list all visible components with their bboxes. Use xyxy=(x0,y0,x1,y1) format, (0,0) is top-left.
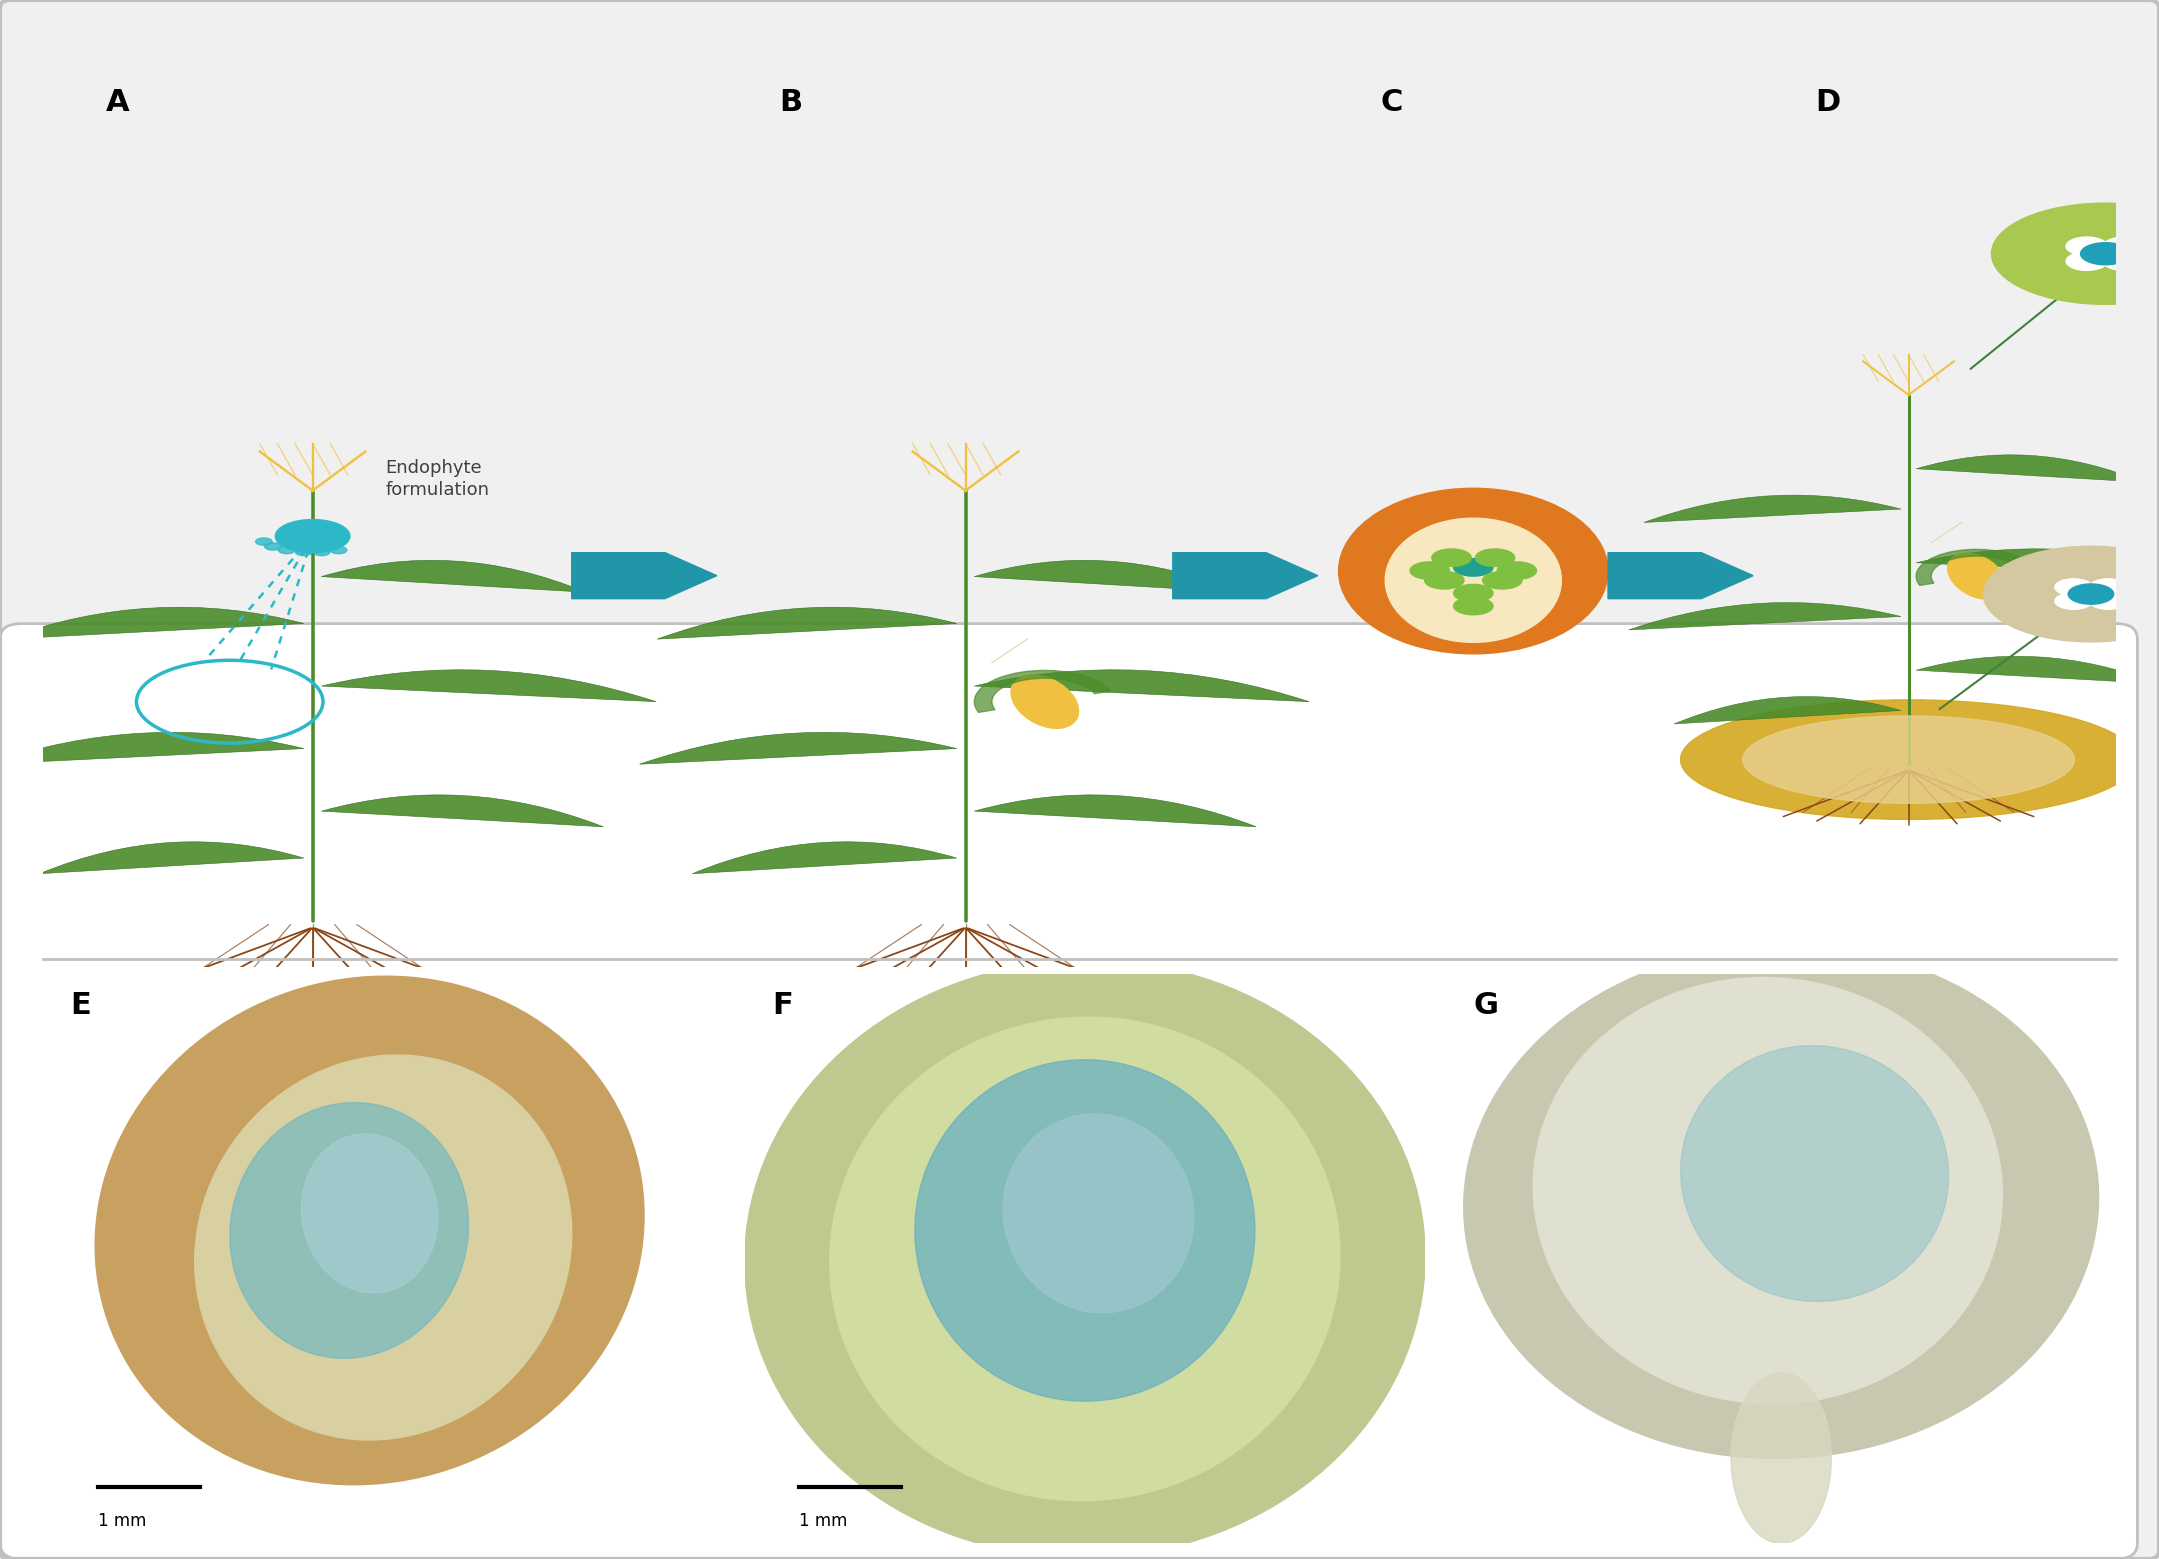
Circle shape xyxy=(276,519,350,553)
Ellipse shape xyxy=(194,1055,572,1441)
Circle shape xyxy=(296,549,311,555)
PathPatch shape xyxy=(39,842,304,873)
PathPatch shape xyxy=(322,795,602,826)
Text: G: G xyxy=(1472,992,1498,1020)
Ellipse shape xyxy=(1010,675,1080,728)
Text: 1 mm: 1 mm xyxy=(799,1512,848,1531)
Ellipse shape xyxy=(1742,716,2075,803)
Ellipse shape xyxy=(1533,977,2001,1403)
Wedge shape xyxy=(974,670,1112,712)
Circle shape xyxy=(1453,597,1494,614)
Circle shape xyxy=(1475,549,1516,566)
FancyArrow shape xyxy=(572,553,717,599)
Text: E: E xyxy=(71,992,91,1020)
Circle shape xyxy=(313,549,330,555)
Ellipse shape xyxy=(1680,1046,1950,1302)
PathPatch shape xyxy=(974,560,1239,592)
FancyArrow shape xyxy=(1608,553,1753,599)
PathPatch shape xyxy=(1917,549,2159,577)
Circle shape xyxy=(2090,578,2127,596)
Circle shape xyxy=(2103,253,2144,270)
Circle shape xyxy=(330,546,348,553)
Circle shape xyxy=(1431,549,1470,566)
Ellipse shape xyxy=(745,960,1425,1557)
Circle shape xyxy=(2103,237,2144,256)
Circle shape xyxy=(1991,203,2159,304)
Circle shape xyxy=(2055,592,2092,610)
PathPatch shape xyxy=(974,670,1308,702)
Circle shape xyxy=(2081,243,2131,265)
Text: Endophyte
formulation: Endophyte formulation xyxy=(384,458,490,499)
Circle shape xyxy=(1984,546,2159,642)
Ellipse shape xyxy=(1004,1115,1194,1313)
Ellipse shape xyxy=(1386,518,1561,642)
Ellipse shape xyxy=(1339,488,1608,653)
Circle shape xyxy=(1453,585,1494,602)
Circle shape xyxy=(266,543,281,550)
Text: C: C xyxy=(1380,89,1403,117)
Circle shape xyxy=(279,546,296,553)
Ellipse shape xyxy=(1680,700,2137,820)
Ellipse shape xyxy=(829,1016,1341,1501)
Circle shape xyxy=(2066,253,2107,270)
Ellipse shape xyxy=(229,1102,469,1358)
PathPatch shape xyxy=(4,606,304,639)
Text: A: A xyxy=(106,89,130,117)
Text: D: D xyxy=(1816,89,1839,117)
Circle shape xyxy=(1483,572,1522,589)
Circle shape xyxy=(2055,578,2092,596)
PathPatch shape xyxy=(1917,455,2144,482)
Circle shape xyxy=(1496,561,1537,580)
Ellipse shape xyxy=(1947,553,2006,599)
PathPatch shape xyxy=(322,670,656,702)
Circle shape xyxy=(1425,572,1464,589)
Wedge shape xyxy=(1917,549,2034,585)
FancyArrow shape xyxy=(1172,553,1317,599)
Circle shape xyxy=(255,538,272,546)
PathPatch shape xyxy=(322,560,585,592)
Circle shape xyxy=(2086,245,2127,263)
Circle shape xyxy=(2090,592,2127,610)
PathPatch shape xyxy=(974,795,1257,826)
Circle shape xyxy=(1410,561,1449,580)
Text: 1 mm: 1 mm xyxy=(97,1512,147,1531)
Ellipse shape xyxy=(915,1060,1254,1402)
Text: B: B xyxy=(779,89,803,117)
PathPatch shape xyxy=(1917,656,2159,684)
Circle shape xyxy=(1453,558,1494,577)
Circle shape xyxy=(2068,585,2114,605)
PathPatch shape xyxy=(0,733,304,764)
Ellipse shape xyxy=(1732,1372,1831,1543)
PathPatch shape xyxy=(1673,697,1900,723)
PathPatch shape xyxy=(1643,496,1900,522)
PathPatch shape xyxy=(1628,602,1900,630)
PathPatch shape xyxy=(639,733,956,764)
Circle shape xyxy=(2066,237,2107,256)
Text: F: F xyxy=(773,992,792,1020)
Ellipse shape xyxy=(1464,945,2099,1459)
PathPatch shape xyxy=(693,842,956,873)
Ellipse shape xyxy=(302,1133,438,1292)
Circle shape xyxy=(2073,586,2109,602)
Ellipse shape xyxy=(95,976,643,1484)
PathPatch shape xyxy=(656,606,956,639)
